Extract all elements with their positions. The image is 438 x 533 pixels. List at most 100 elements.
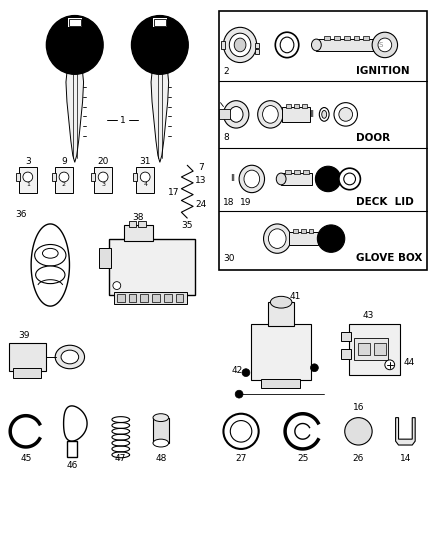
Bar — [52, 173, 56, 181]
Ellipse shape — [334, 103, 357, 126]
Ellipse shape — [223, 101, 249, 128]
Text: 30: 30 — [223, 254, 235, 263]
Text: 41: 41 — [289, 292, 300, 301]
Polygon shape — [66, 72, 84, 163]
Bar — [129, 294, 136, 302]
Ellipse shape — [276, 32, 299, 58]
Bar — [153, 418, 169, 443]
Bar — [302, 103, 307, 108]
Bar — [140, 294, 148, 302]
Circle shape — [59, 172, 69, 182]
Bar — [364, 36, 369, 40]
Ellipse shape — [230, 421, 252, 442]
Ellipse shape — [280, 37, 294, 53]
Bar — [261, 378, 300, 388]
Bar — [92, 173, 95, 181]
Ellipse shape — [61, 350, 79, 364]
Circle shape — [315, 166, 341, 192]
Bar — [281, 173, 312, 185]
Bar — [176, 294, 184, 302]
Bar — [293, 229, 298, 233]
Ellipse shape — [42, 248, 58, 258]
Text: 27: 27 — [235, 454, 247, 463]
Bar — [341, 349, 350, 359]
Bar — [285, 170, 291, 174]
Bar — [268, 302, 294, 326]
Bar — [316, 39, 375, 51]
Text: 17: 17 — [168, 188, 179, 197]
Polygon shape — [67, 42, 82, 55]
Bar — [301, 229, 306, 233]
Text: 1: 1 — [26, 182, 30, 187]
Text: DOOR: DOOR — [356, 133, 390, 143]
Text: 18: 18 — [223, 198, 235, 207]
Text: 38: 38 — [133, 213, 144, 222]
Ellipse shape — [258, 101, 283, 128]
Bar — [99, 248, 111, 268]
Polygon shape — [151, 72, 169, 163]
Circle shape — [385, 360, 395, 370]
Text: 2: 2 — [62, 182, 66, 187]
Text: 46: 46 — [66, 461, 78, 470]
Polygon shape — [396, 418, 415, 445]
Bar — [341, 332, 350, 341]
Ellipse shape — [311, 39, 321, 51]
Ellipse shape — [339, 108, 353, 121]
Bar — [136, 167, 154, 192]
Bar — [129, 221, 136, 227]
Ellipse shape — [264, 224, 291, 253]
Text: 36: 36 — [15, 209, 27, 219]
Text: 14: 14 — [400, 454, 411, 463]
Ellipse shape — [153, 414, 169, 422]
Ellipse shape — [276, 173, 286, 185]
Bar — [353, 338, 388, 360]
Text: II: II — [230, 174, 235, 183]
Ellipse shape — [322, 110, 327, 118]
Text: GLOVE BOX: GLOVE BOX — [356, 253, 422, 263]
Circle shape — [311, 364, 318, 372]
Text: 44: 44 — [404, 358, 415, 367]
Bar — [67, 441, 77, 457]
Bar — [344, 36, 350, 40]
Text: II: II — [309, 110, 314, 119]
Bar — [164, 294, 172, 302]
Ellipse shape — [230, 107, 243, 122]
Bar — [68, 18, 81, 27]
Bar — [124, 225, 153, 240]
Text: 7: 7 — [198, 163, 204, 172]
Bar — [16, 173, 20, 181]
Bar — [134, 173, 138, 181]
Ellipse shape — [55, 345, 85, 369]
Bar — [109, 239, 195, 295]
Circle shape — [23, 172, 33, 182]
Bar — [353, 36, 360, 40]
Circle shape — [235, 390, 243, 398]
Bar — [255, 49, 259, 54]
Polygon shape — [152, 42, 167, 55]
Text: 13: 13 — [195, 176, 207, 185]
Text: 45: 45 — [20, 454, 32, 463]
Text: 4: 4 — [143, 182, 147, 187]
Text: 3: 3 — [101, 182, 105, 187]
Ellipse shape — [153, 439, 169, 447]
Text: 9: 9 — [61, 157, 67, 166]
Ellipse shape — [268, 229, 286, 248]
Polygon shape — [353, 424, 364, 438]
Bar — [219, 109, 230, 119]
Text: IGNITION: IGNITION — [356, 66, 409, 76]
Bar — [138, 221, 146, 227]
Bar — [154, 19, 166, 26]
Ellipse shape — [344, 173, 356, 185]
Polygon shape — [31, 224, 70, 306]
Circle shape — [318, 225, 345, 252]
Bar — [255, 43, 259, 48]
Bar — [117, 294, 125, 302]
Bar — [9, 343, 46, 370]
Text: DECK  LID: DECK LID — [356, 197, 413, 207]
Circle shape — [372, 32, 398, 58]
Bar — [251, 324, 311, 381]
Bar — [19, 167, 37, 192]
Circle shape — [345, 418, 372, 445]
Bar — [94, 167, 112, 192]
Bar — [374, 343, 386, 355]
